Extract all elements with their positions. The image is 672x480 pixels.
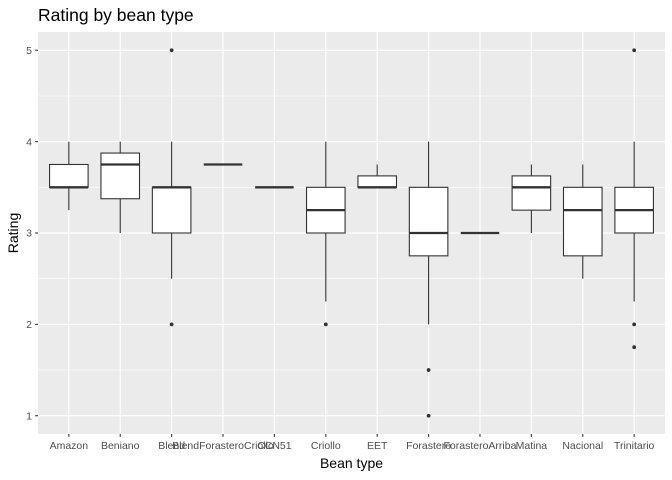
box-Blend	[151, 186, 192, 234]
y-tick-label: 4	[26, 136, 32, 148]
y-axis-title: Rating	[5, 212, 21, 254]
outlier-point	[632, 322, 637, 327]
x-tick-label-BlendForasteroCriollo: BlendForasteroCriollo	[172, 440, 274, 452]
y-tick-label: 1	[26, 410, 32, 422]
y-tick-label: 2	[26, 319, 32, 331]
x-tick-label-CCN51: CCN51	[257, 440, 292, 452]
x-tick-label-Beniano: Beniano	[101, 440, 140, 452]
x-tick-label-Matina: Matina	[516, 440, 548, 452]
box-Nacional	[562, 186, 603, 257]
x-tick-label-Trinitario: Trinitario	[614, 440, 655, 452]
outlier-point	[426, 368, 431, 372]
box-Beniano	[100, 152, 141, 200]
outlier-point	[632, 345, 637, 350]
outlier-point	[323, 322, 328, 327]
x-tick-label-Nacional: Nacional	[562, 440, 603, 452]
x-tick-label-Forastero: Forastero	[406, 440, 451, 452]
box-Forastero	[408, 186, 449, 257]
outlier-point	[632, 48, 637, 53]
chart-title: Rating by bean type	[38, 5, 194, 25]
x-tick-label-Blend: Blend	[158, 440, 185, 452]
x-tick-label-Criollo: Criollo	[311, 440, 341, 452]
outlier-point	[169, 322, 174, 327]
x-tick-label-EET: EET	[367, 440, 388, 452]
x-tick-label-Amazon: Amazon	[50, 440, 89, 452]
y-tick-label: 3	[26, 228, 32, 240]
outlier-point	[169, 48, 174, 53]
box-EET	[357, 175, 398, 188]
box-Matina	[511, 175, 552, 211]
x-tick-label-ForasteroArriba: ForasteroArriba	[444, 440, 517, 452]
x-axis-title: Bean type	[319, 455, 384, 471]
y-tick-label: 5	[26, 45, 32, 57]
box-Amazon	[49, 163, 89, 188]
outlier-point	[426, 413, 431, 418]
